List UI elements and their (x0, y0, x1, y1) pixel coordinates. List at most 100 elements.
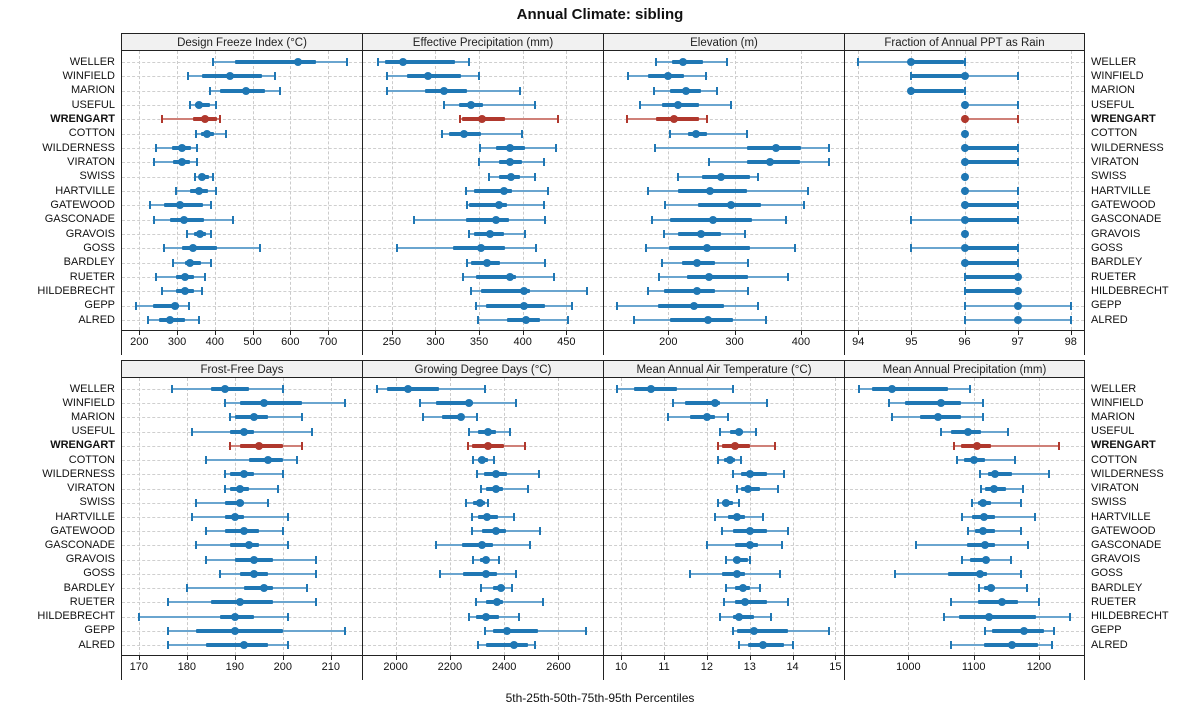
axis-tick-label: 700 (318, 336, 338, 348)
row-guide-line (122, 320, 362, 321)
station-label-useful: USEFUL (1091, 425, 1135, 438)
whisker-cap (943, 612, 946, 621)
whisker-cap (731, 626, 734, 635)
whisker-cap (793, 244, 796, 253)
whisker-cap (286, 541, 289, 550)
gridline (792, 378, 794, 655)
station-label-gravois: GRAVOIS (65, 227, 115, 240)
median-dot (483, 513, 492, 521)
whisker-5-95 (670, 132, 747, 135)
box-25-75 (689, 415, 716, 420)
whisker-cap (480, 584, 483, 593)
axis-tick-label: 97 (1011, 336, 1024, 348)
median-dot (520, 301, 529, 310)
panel-plot-area (122, 378, 362, 656)
whisker-cap (979, 470, 982, 479)
station-label-hildebrecht: HILDEBRECHT (1091, 284, 1169, 297)
axis-tick-label: 95 (905, 336, 918, 348)
whisker-cap (478, 72, 481, 81)
median-dot (198, 172, 207, 181)
whisker-cap (465, 201, 468, 210)
panel-frost-free-days: Frost-Free Days 170 180 190 200 210 (121, 360, 362, 680)
median-dot (478, 456, 487, 465)
median-dot (991, 470, 1000, 479)
axis-tick-label: 400 (205, 336, 225, 348)
box-25-75 (182, 246, 217, 251)
whisker-cap (759, 584, 762, 593)
whisker-cap (949, 598, 952, 607)
row-guide-line (604, 645, 844, 646)
whisker-cap (716, 86, 719, 95)
panel-fraction-of-annual-ppt-as-rain: Fraction of Annual PPT as Rain 94 95 96 97 98 (844, 33, 1085, 355)
whisker-cap (615, 385, 618, 393)
whisker-cap (960, 513, 963, 521)
whisker-cap (534, 641, 537, 649)
median-dot (960, 144, 969, 152)
whisker-cap (1021, 484, 1024, 493)
panel-header: Frost-Free Days (122, 360, 362, 378)
station-label-useful: USEFUL (71, 425, 115, 438)
box-25-75 (465, 217, 509, 222)
whisker-cap (654, 144, 657, 152)
whisker-cap (726, 58, 729, 66)
axis-tick-label: 210 (321, 661, 340, 673)
median-dot (483, 427, 492, 436)
station-label-bardley: BARDLEY (63, 256, 115, 269)
whisker-cap (653, 86, 656, 95)
median-dot (960, 72, 969, 81)
whisker-cap (203, 273, 206, 281)
whisker-cap (492, 456, 495, 465)
median-dot (170, 301, 179, 310)
row-guide-line (122, 219, 362, 221)
median-dot (732, 569, 741, 578)
whisker-cap (160, 115, 163, 124)
whisker-cap (1016, 158, 1019, 167)
whisker-cap (982, 413, 985, 422)
median-dot (481, 569, 490, 578)
gridline (706, 378, 708, 655)
axis-tick (234, 656, 236, 660)
axis-tick-label: 2000 (383, 661, 408, 673)
whisker-cap (1016, 258, 1019, 267)
whisker-cap (671, 399, 674, 408)
axis-tick-label: 2200 (437, 661, 463, 673)
median-dot (235, 498, 244, 507)
median-dot (745, 527, 754, 536)
station-label-weller: WELLER (1091, 382, 1137, 395)
median-dot (245, 541, 254, 550)
whisker-cap (1016, 115, 1019, 124)
station-label-wilderness: WILDERNESS (42, 141, 115, 154)
station-label-swiss: SWISS (1091, 496, 1127, 509)
whisker-cap (533, 172, 536, 181)
station-label-useful: USEFUL (1091, 98, 1135, 111)
whisker-cap (708, 158, 711, 167)
box-25-75 (384, 60, 455, 64)
panel-header: Mean Annual Precipitation (mm) (845, 360, 1084, 378)
panel-plot-area (122, 51, 362, 331)
whisker-cap (137, 612, 140, 621)
median-dot (221, 385, 230, 393)
panel-plot-area (363, 51, 603, 331)
axis-tick (664, 656, 665, 660)
box-25-75 (670, 318, 734, 322)
whisker-cap (910, 215, 913, 224)
whisker-cap (761, 513, 764, 521)
whisker-cap (858, 385, 861, 393)
whisker-cap (526, 484, 529, 493)
whisker-cap (344, 399, 347, 408)
panel-header: Elevation (m) (604, 33, 844, 51)
whisker-cap (567, 316, 570, 324)
gridline (558, 378, 560, 655)
median-dot (250, 555, 258, 564)
axis-tick (964, 331, 966, 335)
whisker-cap (982, 399, 985, 408)
gridline (1070, 51, 1072, 330)
median-dot (492, 527, 501, 536)
median-dot (969, 456, 978, 465)
median-dot (240, 641, 249, 649)
whisker-cap (787, 598, 790, 607)
whisker-5-95 (961, 516, 1035, 518)
row-guide-line (122, 234, 362, 235)
median-dot (981, 541, 990, 550)
median-dot (960, 101, 969, 109)
